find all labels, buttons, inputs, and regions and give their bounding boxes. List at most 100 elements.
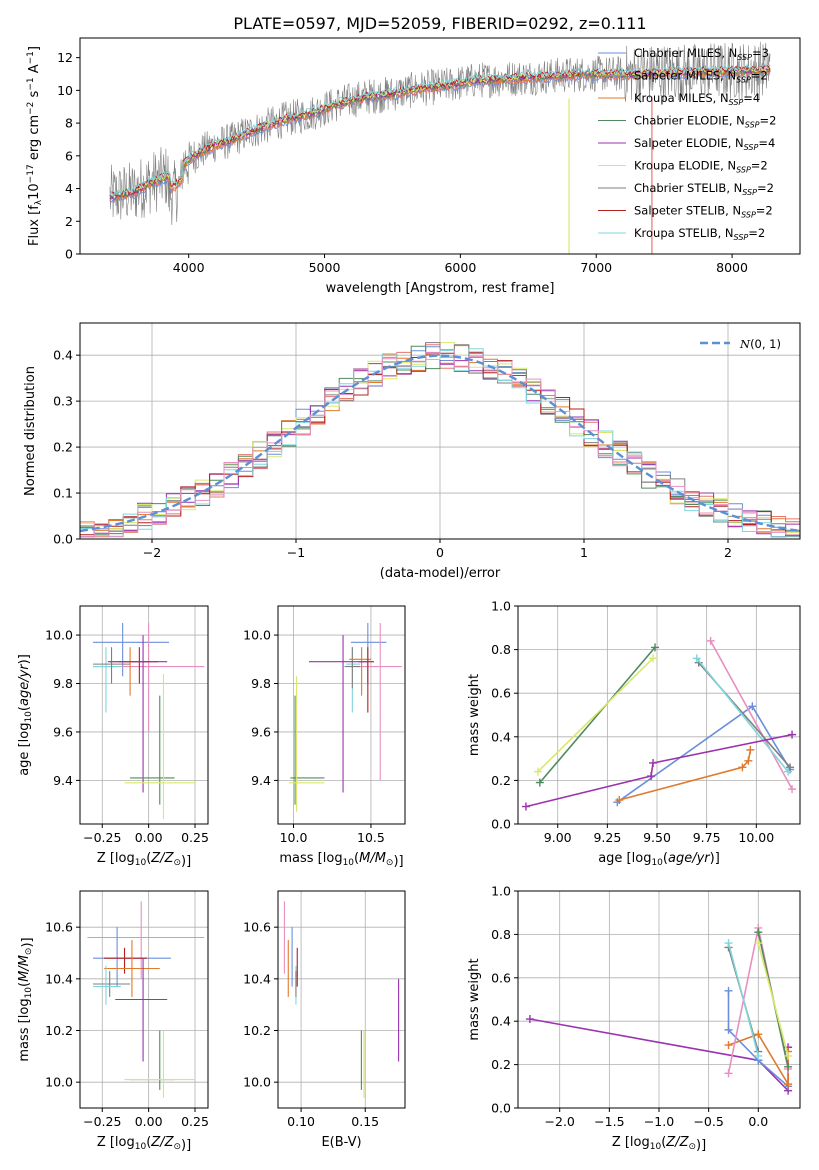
- x-tick-label: 0.15: [351, 1114, 379, 1129]
- weight-marker: [649, 758, 658, 767]
- errorbar-point-chabrier-elodie: [130, 1030, 175, 1090]
- plot-area: [87, 901, 205, 1098]
- x-tick-label: 0.25: [181, 830, 209, 845]
- weight-marker: [784, 1080, 793, 1089]
- y-tick-label: 4: [65, 181, 73, 196]
- weight-line: [727, 990, 789, 1087]
- legend-entry-label: Chabrier STELIB, NSSP=2: [634, 181, 774, 197]
- x-axis-label: Z [log10(Z/Z⊙)]: [97, 851, 191, 869]
- y-tick-label: 9.8: [251, 676, 271, 691]
- model-spectrum-kroupa-stelib: [109, 64, 771, 197]
- errorbar-point-pink: [355, 622, 402, 781]
- errorbar-point-salpeter-elodie: [107, 635, 168, 793]
- x-tick-label: 4000: [173, 260, 205, 275]
- y-tick-label: 8: [65, 116, 73, 131]
- y-tick-label: 10.0: [45, 628, 73, 643]
- y-tick-label: 0.0: [491, 1101, 511, 1116]
- errorbar-point-chabrier-elodie: [130, 695, 175, 805]
- y-tick-label: 9.8: [53, 676, 73, 691]
- mass-vs-metallicity-panel: −0.25 0.00 0.25 10.0 10.2 10.4 10.6 Z [log10(Z/…: [17, 890, 209, 1153]
- errorbar-point-kroupa-stelib: [346, 647, 361, 713]
- y-tick-label: 9.6: [53, 724, 73, 739]
- x-axis-label: Z [log10(Z/Z⊙)]: [612, 1135, 706, 1153]
- errorbar-point-salpeter-stelib: [358, 647, 375, 713]
- y-tick-label: 0.4: [53, 348, 73, 363]
- x-tick-label: −2.0: [545, 1114, 575, 1129]
- mass-vs-ebv-panel: 0.10 0.15 10.0 10.2 10.4 10.6 E(B-V): [243, 890, 406, 1150]
- y-tick-label: 1.0: [491, 884, 511, 899]
- errorbar-point-chabrier-stelib: [92, 971, 131, 997]
- weight-marker: [724, 986, 733, 995]
- weight-line: [757, 942, 789, 1057]
- legend-entry-label: Chabrier ELODIE, NSSP=2: [634, 114, 776, 130]
- weight-marker: [706, 636, 715, 645]
- weight-marker: [754, 939, 763, 948]
- weight-marker: [784, 1062, 793, 1071]
- plot-area: [525, 923, 793, 1095]
- x-tick-label: 1: [580, 545, 588, 560]
- x-tick-label: −2: [143, 545, 161, 560]
- y-tick-label: 10.6: [243, 920, 271, 935]
- weight-marker: [744, 756, 753, 765]
- errorbar-point-kroupa-stelib: [92, 647, 121, 713]
- weight-series-kroupa-miles: [615, 745, 755, 805]
- plot-area: [92, 622, 205, 820]
- plot-area: [109, 41, 771, 254]
- x-axis-label: (data-model)/error: [380, 566, 501, 581]
- weight-series-kroupa-stelib: [724, 939, 763, 1060]
- histogram-step-pink: [80, 349, 800, 538]
- axes-frame: [79, 890, 209, 1109]
- y-tick-label: 12: [57, 50, 73, 65]
- errorbar-point-pink: [87, 901, 205, 979]
- normal-distribution-curve: [80, 354, 798, 533]
- y-tick-label: 10: [57, 83, 73, 98]
- y-tick-label: 10.4: [243, 971, 271, 986]
- x-tick-label: −1.5: [594, 1114, 624, 1129]
- axes-frame: [277, 605, 406, 825]
- errorbar-point-chabrier-elodie: [290, 695, 325, 805]
- y-tick-label: 9.6: [251, 724, 271, 739]
- y-tick-label: 0.6: [491, 970, 511, 985]
- weight-marker: [692, 654, 701, 663]
- y-tick-label: 0.0: [53, 532, 73, 547]
- errorbar-point-salpeter-stelib: [104, 947, 147, 974]
- y-tick-label: 10.6: [45, 920, 73, 935]
- x-tick-label: 5000: [309, 260, 341, 275]
- weight-marker: [754, 1030, 763, 1039]
- age-vs-metallicity-panel: −0.25 0.00 0.25 9.4 9.6 9.8 10.0 Z [log10(Z/Z⊙)…: [17, 605, 209, 869]
- plot-area: [283, 901, 400, 1098]
- y-tick-label: 9.4: [251, 773, 271, 788]
- weight-marker: [724, 1069, 733, 1078]
- weight-marker: [784, 1051, 793, 1060]
- errorbar-point-chabrier-miles: [350, 622, 387, 684]
- x-tick-label: 0: [436, 545, 444, 560]
- y-tick-label: 0.8: [491, 927, 511, 942]
- y-axis-label: mass [log10(M/M⊙)]: [17, 937, 35, 1061]
- spectrum-panel: 4000 5000 6000 7000 8000 0 2 4 6 8 10 12 wavelength …: [26, 37, 801, 296]
- weight-marker: [746, 745, 755, 754]
- weight-marker: [521, 802, 530, 811]
- y-tick-label: 0.4: [491, 729, 511, 744]
- plot-area: [288, 622, 402, 812]
- errorbar-point-kroupa-miles: [104, 940, 160, 997]
- y-tick-label: 9.4: [53, 773, 73, 788]
- errorbar-point-pink: [92, 622, 205, 732]
- weight-marker: [788, 730, 797, 739]
- weight-marker: [651, 643, 660, 652]
- weight-line: [619, 749, 752, 801]
- y-tick-label: 10.2: [45, 1023, 73, 1038]
- x-tick-label: 0.00: [135, 1114, 163, 1129]
- y-tick-label: 0.1: [53, 486, 73, 501]
- legend-entry-label: Salpeter STELIB, NSSP=2: [634, 204, 773, 220]
- y-tick-label: 6: [65, 148, 73, 163]
- y-tick-label: 0.2: [53, 440, 73, 455]
- plot-area: [521, 636, 797, 811]
- x-axis-label: age [log10(age/yr)]: [598, 851, 720, 868]
- errorbar-point-salpeter-elodie: [115, 958, 168, 1062]
- legend-entry-label: N(0, 1): [739, 337, 781, 351]
- weight-marker: [786, 763, 795, 772]
- weight-line: [525, 733, 793, 808]
- y-axis-label: mass weight: [467, 958, 482, 1040]
- legend-entry-label: Salpeter ELODIE, NSSP=4: [634, 136, 775, 152]
